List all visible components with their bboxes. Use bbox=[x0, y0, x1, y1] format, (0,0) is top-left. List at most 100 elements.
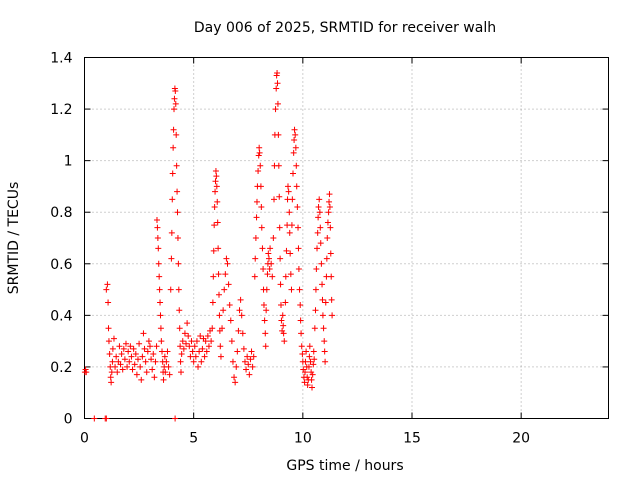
data-point bbox=[291, 126, 298, 133]
data-point bbox=[164, 348, 171, 355]
axis-ticks bbox=[84, 57, 609, 419]
data-point bbox=[312, 307, 319, 314]
data-point bbox=[298, 343, 305, 350]
data-point bbox=[280, 330, 287, 337]
data-point bbox=[129, 366, 136, 373]
data-point bbox=[292, 144, 299, 151]
data-point bbox=[150, 351, 157, 358]
data-point bbox=[260, 302, 267, 309]
data-point bbox=[173, 162, 180, 169]
data-point bbox=[327, 224, 334, 231]
data-point bbox=[322, 358, 329, 365]
data-point bbox=[311, 325, 318, 332]
data-point bbox=[228, 338, 235, 345]
data-point bbox=[261, 317, 268, 324]
data-point bbox=[292, 131, 299, 138]
data-point bbox=[91, 415, 98, 422]
data-point bbox=[148, 356, 155, 363]
data-point bbox=[325, 209, 332, 216]
data-point bbox=[302, 358, 309, 365]
data-point bbox=[259, 245, 266, 252]
data-point bbox=[217, 343, 224, 350]
data-point bbox=[297, 317, 304, 324]
data-point bbox=[262, 330, 269, 337]
data-point bbox=[265, 255, 272, 262]
data-point bbox=[139, 353, 146, 360]
data-point bbox=[265, 250, 272, 257]
data-point bbox=[126, 358, 133, 365]
data-point bbox=[285, 188, 292, 195]
data-point bbox=[142, 358, 149, 365]
y-tick-label: 0.6 bbox=[50, 257, 72, 273]
data-point bbox=[145, 338, 152, 345]
data-point bbox=[154, 224, 161, 231]
data-point bbox=[257, 162, 264, 169]
x-tick-label: 5 bbox=[189, 431, 198, 447]
data-point bbox=[136, 340, 143, 347]
data-points bbox=[81, 69, 336, 422]
data-point bbox=[245, 361, 252, 368]
data-point bbox=[236, 307, 243, 314]
data-point bbox=[175, 286, 182, 293]
data-point bbox=[291, 137, 298, 144]
data-point bbox=[163, 358, 170, 365]
data-point bbox=[313, 265, 320, 272]
data-point bbox=[326, 198, 333, 205]
data-point bbox=[143, 369, 150, 376]
data-point bbox=[239, 330, 246, 337]
data-point bbox=[255, 167, 262, 174]
data-point bbox=[156, 273, 163, 280]
data-point bbox=[202, 338, 209, 345]
data-point bbox=[252, 255, 259, 262]
data-point bbox=[177, 358, 184, 365]
data-point bbox=[137, 363, 144, 370]
data-point bbox=[251, 273, 258, 280]
data-point bbox=[298, 330, 305, 337]
data-point bbox=[174, 188, 181, 195]
data-point bbox=[174, 235, 181, 241]
data-point bbox=[168, 229, 175, 236]
data-point bbox=[196, 348, 203, 355]
data-point bbox=[328, 273, 335, 280]
data-point bbox=[278, 317, 285, 324]
data-point bbox=[287, 271, 294, 278]
y-tick-label: 0.4 bbox=[50, 308, 72, 324]
x-tick-label: 20 bbox=[512, 431, 530, 447]
data-point bbox=[172, 415, 179, 422]
data-point bbox=[214, 219, 221, 226]
data-point bbox=[326, 204, 333, 211]
data-point bbox=[221, 286, 228, 293]
data-point bbox=[246, 371, 253, 378]
data-point bbox=[225, 281, 232, 288]
data-point bbox=[290, 170, 297, 177]
data-point bbox=[226, 302, 233, 309]
data-point bbox=[324, 235, 331, 241]
data-point bbox=[248, 348, 255, 355]
data-point bbox=[255, 152, 262, 159]
data-point bbox=[266, 265, 273, 272]
data-point bbox=[169, 170, 176, 177]
data-point bbox=[157, 312, 164, 319]
data-point bbox=[274, 100, 281, 107]
data-point bbox=[177, 343, 184, 350]
data-point bbox=[183, 340, 190, 347]
data-point bbox=[113, 353, 120, 360]
data-point bbox=[210, 273, 217, 280]
data-point bbox=[169, 196, 176, 203]
data-point bbox=[232, 379, 239, 386]
data-point bbox=[270, 235, 277, 241]
data-point bbox=[107, 374, 114, 381]
data-point bbox=[189, 348, 196, 355]
data-point bbox=[295, 265, 302, 272]
data-point bbox=[106, 351, 113, 358]
data-point bbox=[132, 351, 139, 358]
data-point bbox=[193, 338, 200, 345]
data-point bbox=[215, 291, 222, 298]
data-point bbox=[311, 356, 318, 363]
data-point bbox=[203, 348, 210, 355]
data-point bbox=[229, 358, 236, 365]
data-point bbox=[147, 343, 153, 350]
data-point bbox=[304, 381, 311, 388]
data-point bbox=[119, 366, 126, 373]
